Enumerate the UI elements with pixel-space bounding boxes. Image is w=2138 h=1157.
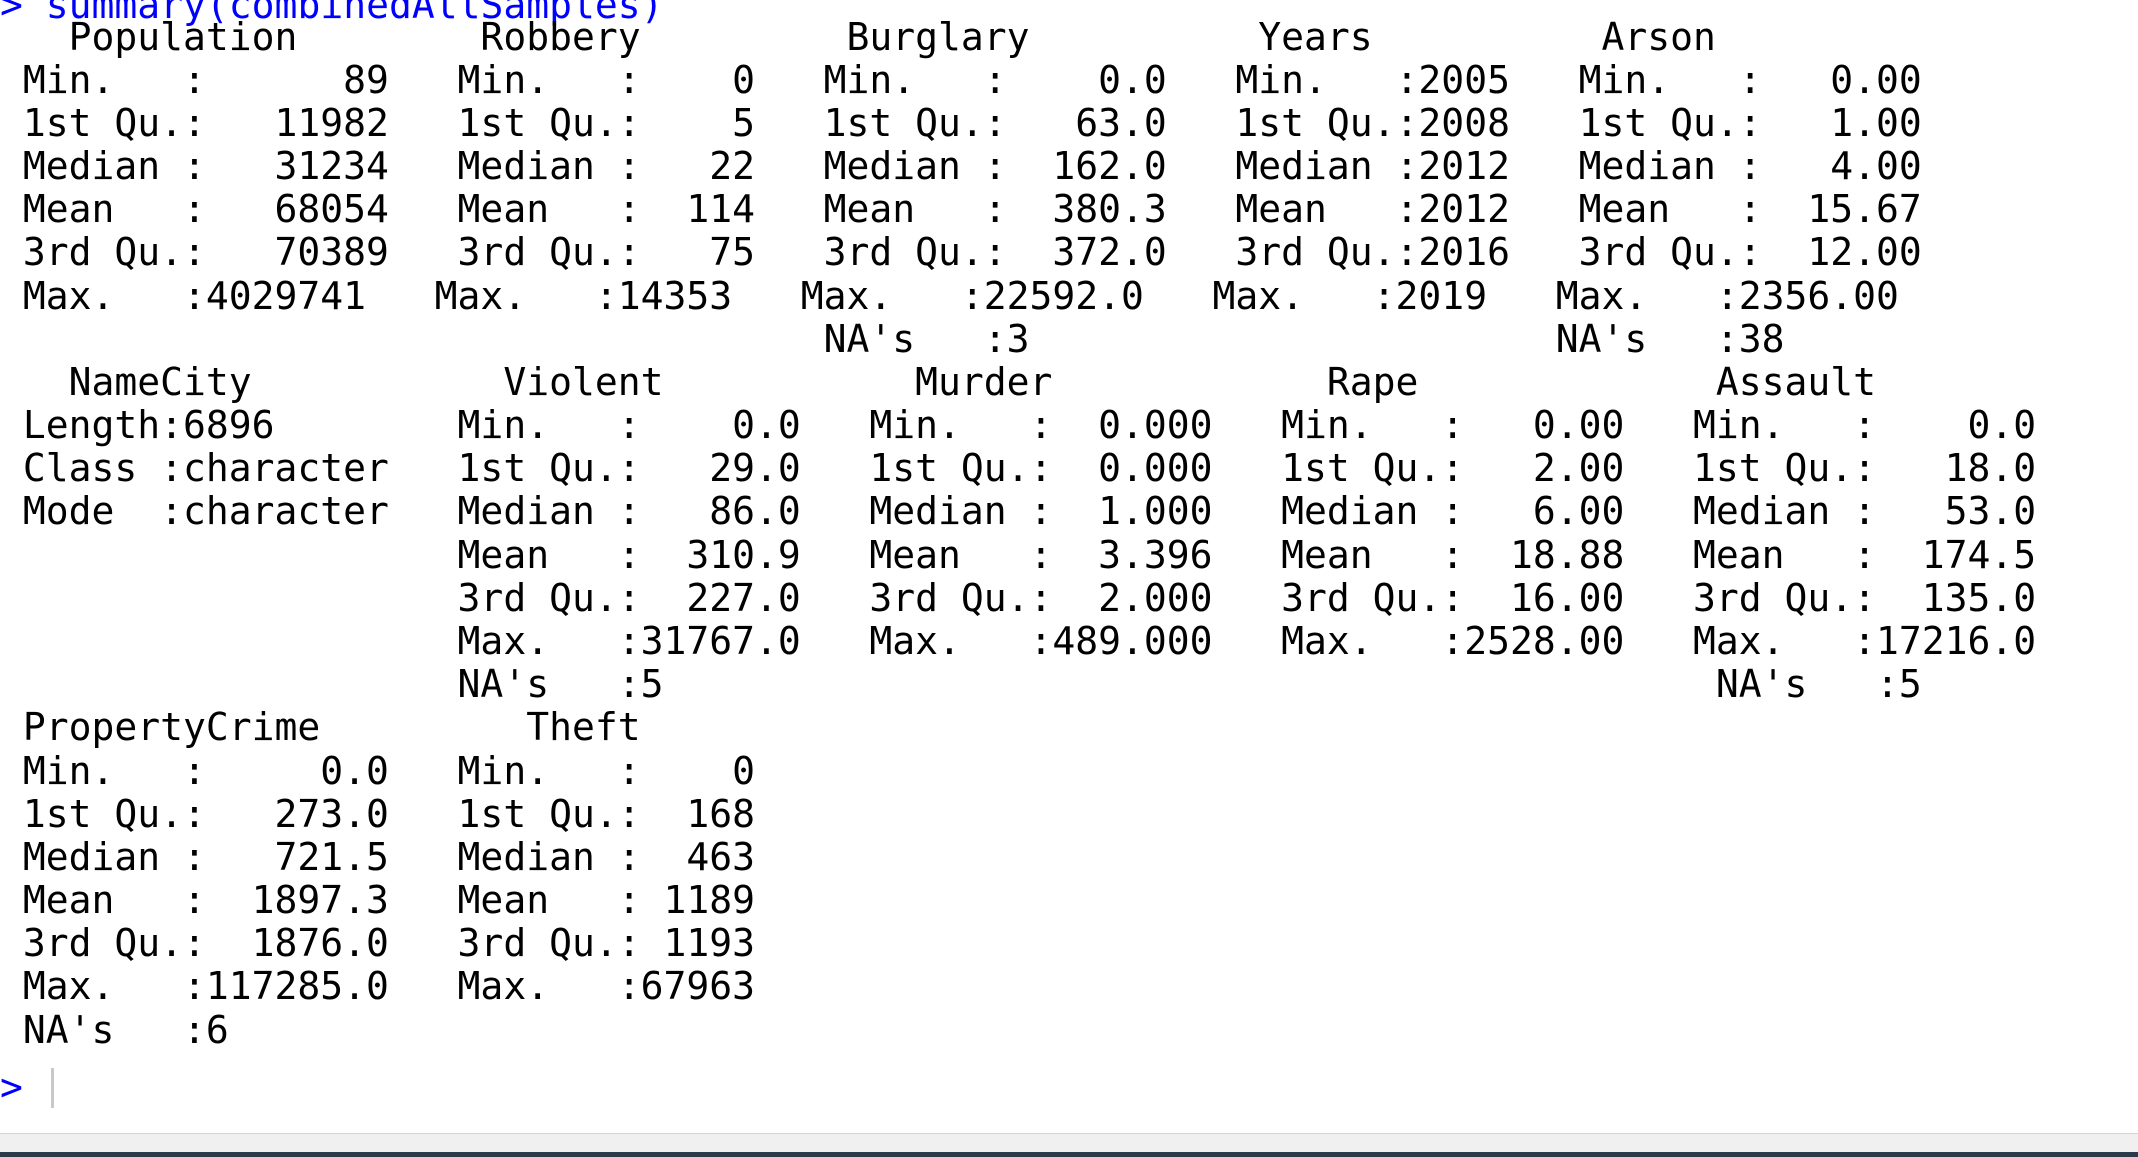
output-line: Length:6896 Min. : 0.0 Min. : 0.000 Min.… <box>0 403 2082 447</box>
output-line: 1st Qu.: 11982 1st Qu.: 5 1st Qu.: 63.0 … <box>0 101 1968 145</box>
output-line: Median : 721.5 Median : 463 <box>0 835 801 879</box>
output-line: Min. : 89 Min. : 0 Min. : 0.0 Min. :2005… <box>0 58 1968 102</box>
output-line: Mean : 1897.3 Mean : 1189 <box>0 878 801 922</box>
input-prompt-line[interactable]: > <box>0 1065 54 1109</box>
output-line: Mean : 310.9 Mean : 3.396 Mean : 18.88 M… <box>0 533 2082 577</box>
output-line: Mode :character Median : 86.0 Median : 1… <box>0 489 2082 533</box>
command-text: summary(combinedAllSamples) <box>45 0 664 27</box>
output-line: Median : 31234 Median : 22 Median : 162.… <box>0 144 1968 188</box>
output-line: NA's :3 NA's :38 <box>0 317 1945 361</box>
output-line: Mean : 68054 Mean : 114 Mean : 380.3 Mea… <box>0 187 1968 231</box>
output-line: NameCity Violent Murder Rape Assault <box>0 360 2014 404</box>
output-line: Max. :117285.0 Max. :67963 <box>0 964 801 1008</box>
output-line: 3rd Qu.: 1876.0 3rd Qu.: 1193 <box>0 921 801 965</box>
output-line: Population Robbery Burglary Years Arson <box>0 15 1899 59</box>
r-console[interactable]: > summary(combinedAllSamples) Population… <box>0 0 2138 1133</box>
output-line: NA's :5 NA's :5 <box>0 662 2105 706</box>
output-line: Min. : 0.0 Min. : 0 <box>0 749 801 793</box>
console-footer <box>0 1133 2138 1157</box>
input-prompt-symbol: > <box>0 1065 23 1109</box>
output-line: 3rd Qu.: 227.0 3rd Qu.: 2.000 3rd Qu.: 1… <box>0 576 2082 620</box>
command-line: > summary(combinedAllSamples) <box>0 0 664 27</box>
output-line: NA's :6 <box>0 1008 801 1052</box>
output-line: 1st Qu.: 273.0 1st Qu.: 168 <box>0 792 801 836</box>
footer-band <box>0 1152 2138 1157</box>
output-line: Max. :4029741 Max. :14353 Max. :22592.0 … <box>0 274 1945 318</box>
output-line: PropertyCrime Theft <box>0 705 801 749</box>
text-cursor <box>50 1068 54 1108</box>
output-line: Class :character 1st Qu.: 29.0 1st Qu.: … <box>0 446 2082 490</box>
prompt-symbol: > <box>0 0 23 27</box>
output-line: 3rd Qu.: 70389 3rd Qu.: 75 3rd Qu.: 372.… <box>0 230 1968 274</box>
output-line: Max. :31767.0 Max. :489.000 Max. :2528.0… <box>0 619 2082 663</box>
